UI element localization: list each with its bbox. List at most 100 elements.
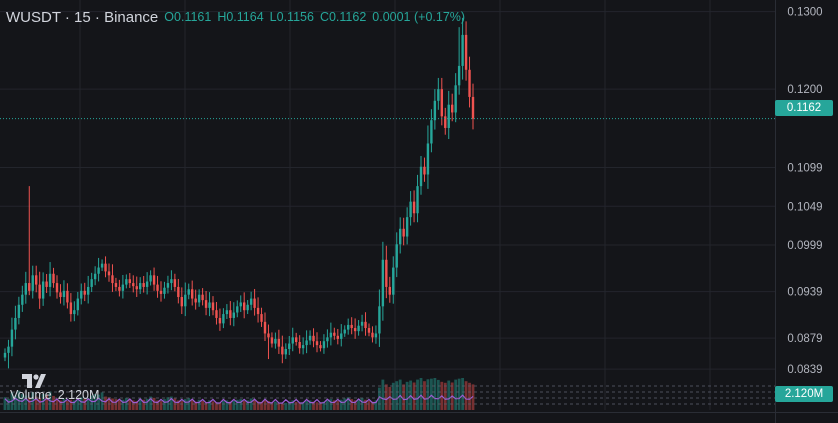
candle-body bbox=[440, 89, 443, 117]
volume-bar bbox=[69, 399, 73, 410]
volume-bar bbox=[384, 384, 388, 410]
candle-body bbox=[249, 298, 253, 305]
change-value: 0.0001 (+0.17%) bbox=[372, 10, 466, 24]
candle-body bbox=[340, 333, 343, 339]
volume-bar bbox=[454, 379, 458, 410]
volume-bar bbox=[267, 401, 270, 410]
candle-body bbox=[319, 345, 322, 349]
candle-body bbox=[232, 312, 235, 318]
y-tick-label: 0.1300 bbox=[787, 7, 822, 19]
candle-body bbox=[374, 333, 378, 338]
candle-body bbox=[114, 283, 118, 287]
volume-bar bbox=[419, 378, 423, 410]
low-key: L bbox=[269, 10, 277, 24]
candle-body bbox=[457, 65, 461, 86]
volume-bar bbox=[90, 395, 94, 410]
candle-body bbox=[55, 283, 59, 293]
candle-body bbox=[215, 310, 218, 318]
y-tick-label: 0.0939 bbox=[787, 287, 822, 299]
candle-body bbox=[399, 228, 402, 245]
candle-body bbox=[10, 329, 14, 347]
volume-tag: 2.120M bbox=[775, 386, 833, 402]
candle-body bbox=[125, 279, 128, 285]
candle-body bbox=[243, 302, 246, 311]
volume-bar bbox=[426, 379, 430, 410]
candle-body bbox=[191, 289, 194, 299]
volume-bar bbox=[391, 382, 395, 410]
volume-bar bbox=[461, 378, 464, 410]
candle-body bbox=[256, 307, 260, 315]
volume-bar bbox=[194, 401, 198, 410]
candle-body bbox=[343, 329, 346, 334]
volume-ma-line bbox=[4, 394, 474, 404]
candle-body bbox=[347, 324, 350, 330]
volume-bar bbox=[14, 395, 17, 410]
candle-body bbox=[52, 273, 55, 284]
volume-bar bbox=[457, 378, 461, 410]
candle-body bbox=[201, 294, 204, 301]
candle-body bbox=[412, 201, 416, 214]
candle-body bbox=[284, 348, 287, 355]
candle-body bbox=[360, 321, 364, 326]
volume-bar bbox=[3, 397, 7, 410]
candle-body bbox=[229, 310, 232, 318]
volume-bar bbox=[86, 397, 90, 410]
candle-body bbox=[461, 34, 464, 66]
volume-bar bbox=[339, 399, 343, 410]
candle-body bbox=[426, 143, 430, 175]
volume-bar bbox=[322, 401, 326, 410]
candle-body bbox=[132, 283, 135, 287]
candle-body bbox=[378, 306, 381, 334]
volume-bar bbox=[294, 402, 298, 410]
candle-body bbox=[97, 267, 100, 274]
candle-body bbox=[87, 286, 90, 295]
volume-bar bbox=[211, 401, 215, 410]
candle-body bbox=[419, 166, 423, 187]
volume-bar bbox=[433, 378, 437, 410]
candle-body bbox=[149, 275, 152, 282]
volume-bar bbox=[145, 398, 149, 410]
volume-bar bbox=[374, 400, 378, 410]
tradingview-logo-icon[interactable] bbox=[22, 374, 46, 388]
volume-bar bbox=[388, 386, 392, 410]
volume-bar bbox=[79, 397, 83, 410]
candle-body bbox=[83, 290, 86, 295]
volume-bar bbox=[378, 387, 381, 410]
candle-body bbox=[111, 275, 114, 284]
volume-bar bbox=[142, 399, 146, 410]
volume-legend[interactable]: Volume 2.120M bbox=[10, 388, 99, 402]
volume-bar bbox=[128, 398, 132, 410]
candle-body bbox=[211, 302, 215, 311]
candle-body bbox=[392, 267, 395, 295]
volume-bar bbox=[45, 395, 48, 410]
candle-body bbox=[437, 89, 440, 101]
volume-bar bbox=[52, 395, 55, 410]
candle-body bbox=[38, 284, 41, 299]
candle-body bbox=[184, 294, 187, 307]
volume-bar bbox=[156, 400, 159, 410]
candle-body bbox=[239, 302, 242, 307]
volume-bar bbox=[381, 379, 385, 410]
volume-bar bbox=[24, 395, 28, 410]
candle-body bbox=[35, 275, 38, 285]
y-tick-label: 0.1200 bbox=[787, 84, 822, 96]
candle-body bbox=[364, 321, 367, 329]
candle-body bbox=[270, 337, 274, 344]
symbol-title[interactable]: WUSDT · 15 · Binance bbox=[6, 8, 159, 26]
candle-body bbox=[80, 290, 83, 299]
volume-bar bbox=[468, 382, 471, 410]
candle-body bbox=[353, 328, 357, 332]
candle-body bbox=[187, 289, 190, 295]
candle-body bbox=[416, 186, 419, 214]
volume-bar bbox=[159, 401, 163, 410]
volume-bar bbox=[190, 400, 194, 410]
volume-bar bbox=[436, 379, 440, 410]
candle-body bbox=[135, 286, 138, 290]
candle-body bbox=[170, 279, 173, 284]
candle-body bbox=[395, 244, 398, 268]
volume-bar bbox=[263, 400, 267, 410]
candle-body bbox=[447, 104, 450, 128]
candle-body bbox=[152, 275, 156, 285]
